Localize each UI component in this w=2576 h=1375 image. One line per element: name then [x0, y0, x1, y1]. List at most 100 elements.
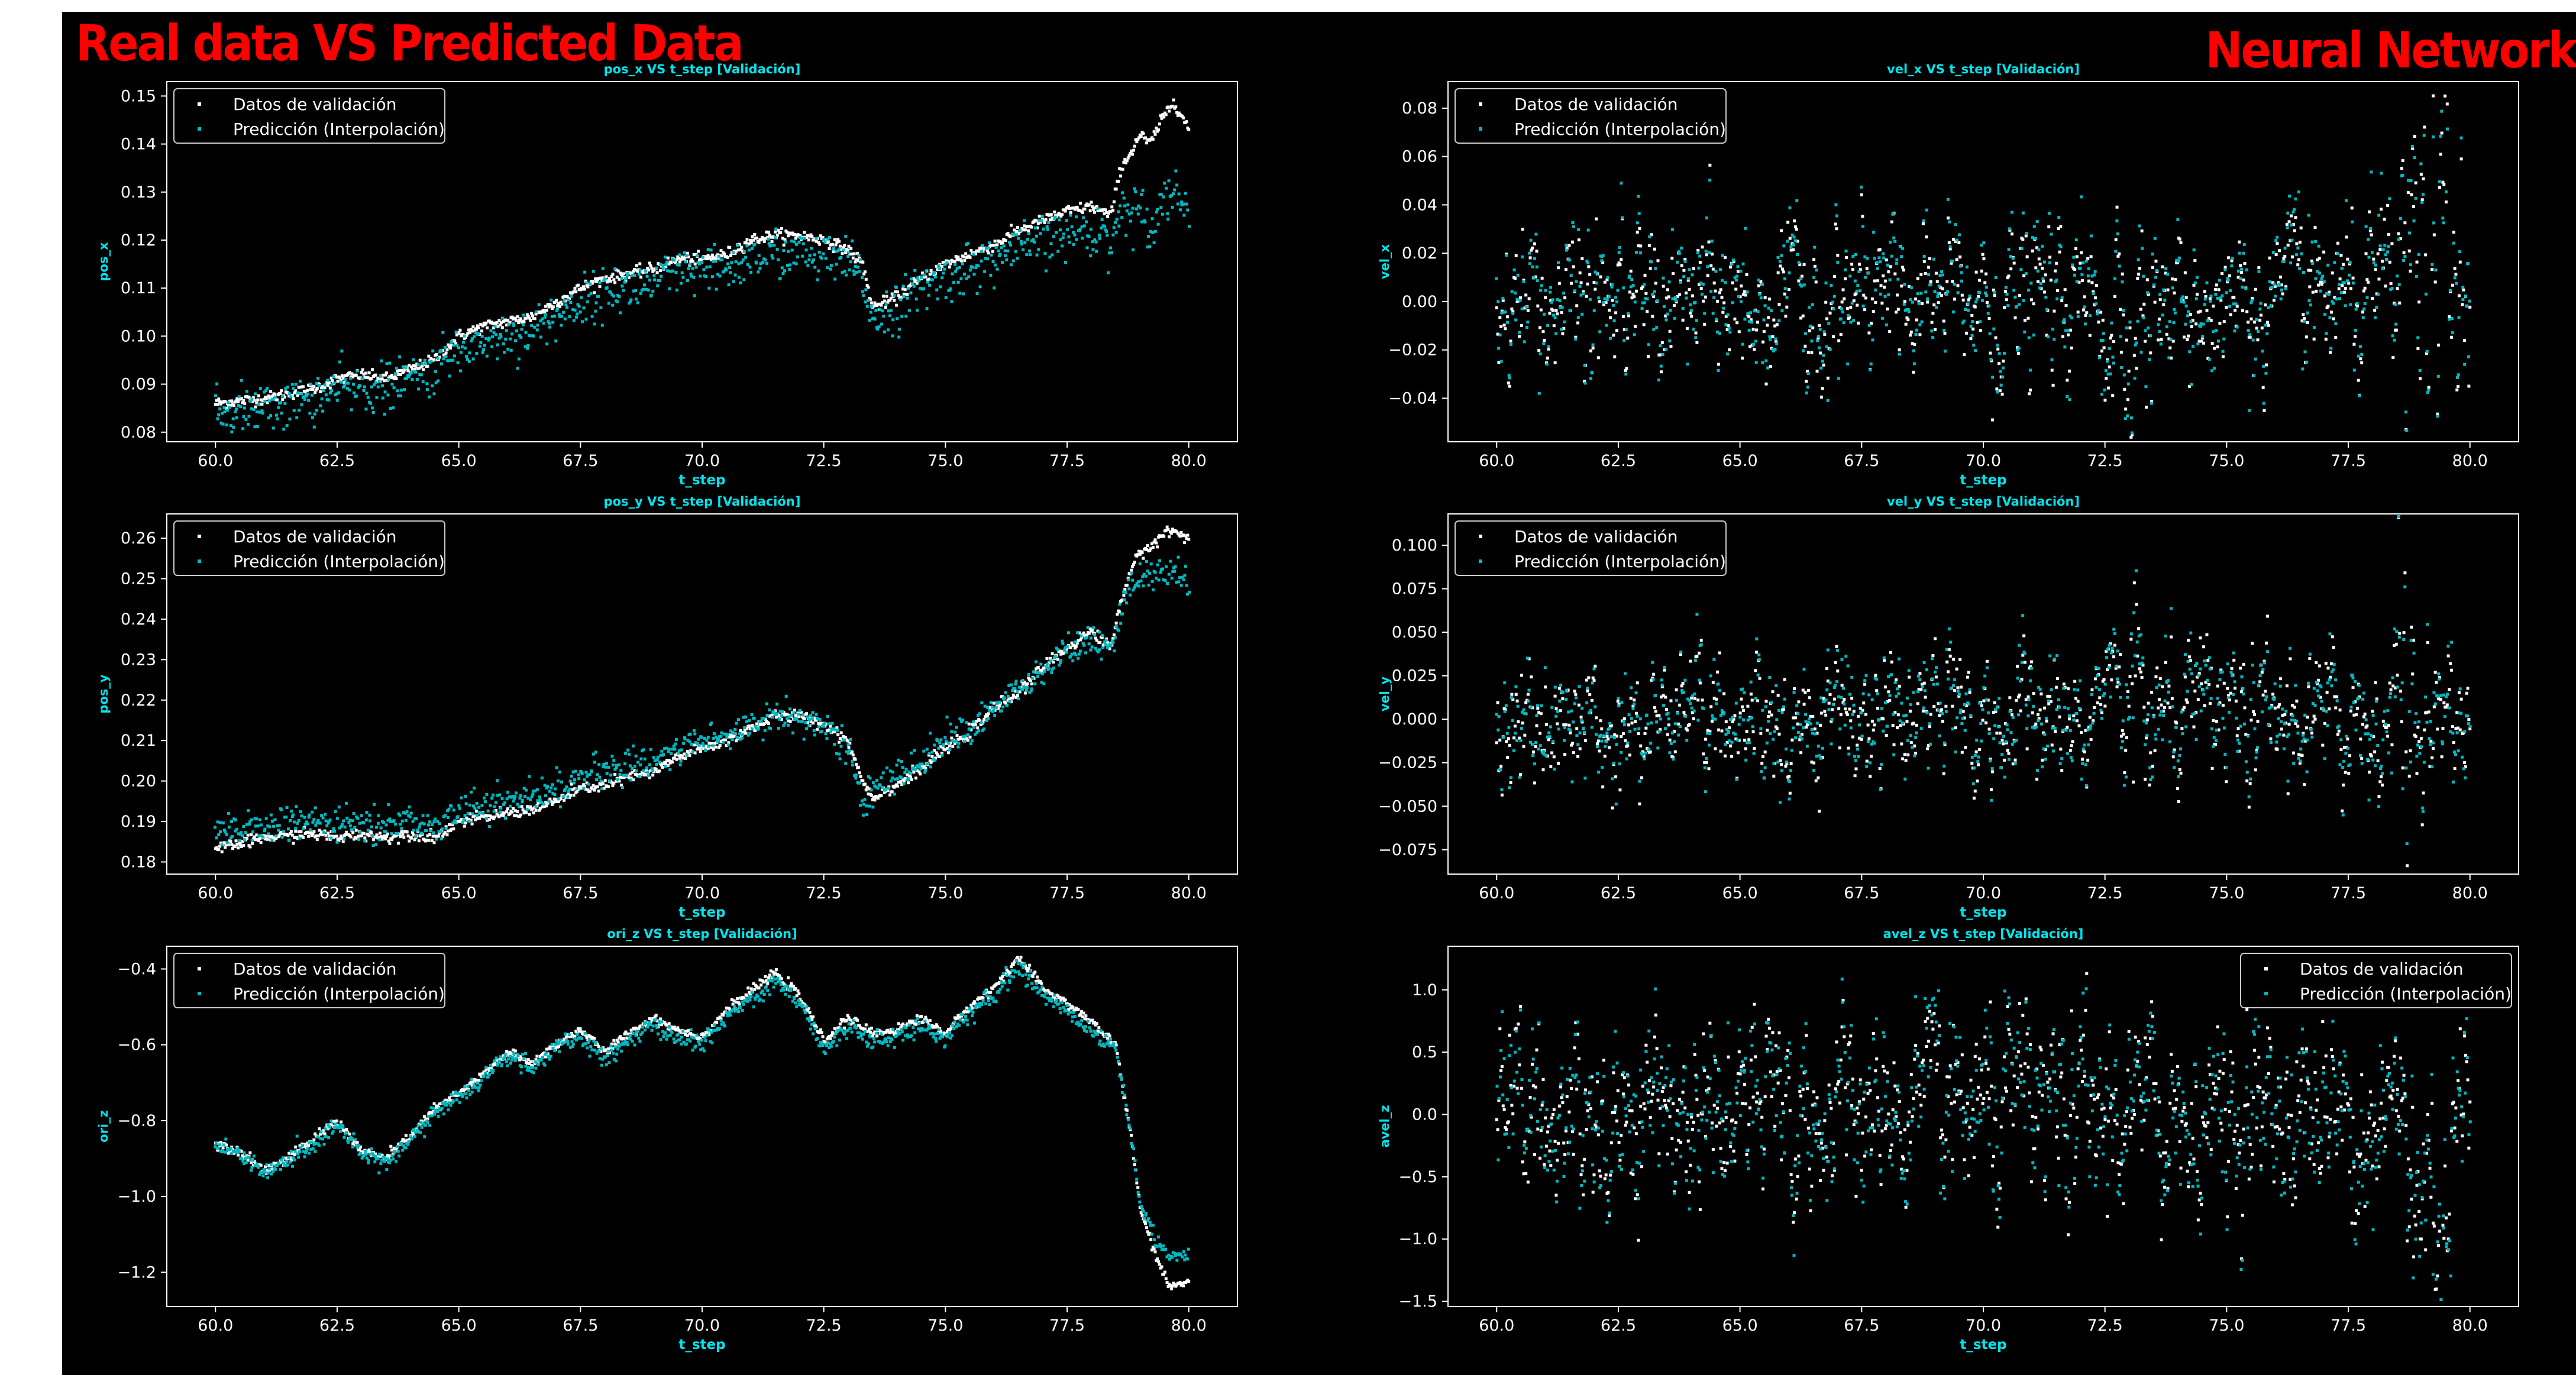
data-point [2422, 134, 2426, 137]
data-point [1626, 312, 1630, 315]
data-point [2099, 310, 2103, 314]
data-point [2162, 288, 2165, 292]
data-point [609, 279, 612, 283]
data-point [444, 355, 448, 358]
data-point [250, 839, 254, 842]
data-point [1670, 256, 1674, 260]
data-point [1612, 334, 1615, 337]
data-point [1962, 319, 1966, 323]
data-point [1016, 257, 1019, 260]
data-point [901, 778, 905, 781]
data-point [627, 276, 631, 279]
data-point [2289, 261, 2293, 265]
data-point [2357, 354, 2360, 358]
data-point [220, 850, 224, 853]
data-point [1881, 316, 1885, 320]
data-point [2194, 297, 2198, 300]
data-point [1015, 233, 1019, 237]
data-point [1901, 247, 1905, 250]
data-point [1651, 315, 1654, 318]
data-point [2154, 259, 2158, 263]
data-point [692, 743, 696, 747]
data-point [254, 405, 257, 409]
data-point [985, 714, 989, 718]
data-point [634, 297, 638, 301]
data-point [318, 384, 321, 387]
data-point [1634, 289, 1638, 293]
data-point [548, 790, 551, 793]
data-points [213, 525, 1191, 853]
data-point [1118, 167, 1121, 170]
data-point [783, 269, 787, 273]
data-point [774, 227, 778, 231]
data-point [277, 833, 281, 837]
data-point [2215, 329, 2218, 332]
data-point [377, 836, 381, 839]
data-point [1994, 336, 1998, 339]
data-point [519, 794, 522, 797]
data-point [2061, 335, 2065, 338]
data-point [328, 818, 332, 822]
data-point [787, 250, 790, 253]
data-point [1650, 233, 1653, 237]
data-point [414, 835, 418, 839]
data-point [2355, 302, 2359, 305]
data-point [2325, 332, 2328, 335]
data-point [2035, 246, 2039, 250]
data-point [492, 793, 495, 797]
data-point [862, 293, 865, 297]
data-point [2329, 310, 2333, 314]
data-point [761, 237, 765, 241]
data-point [1985, 300, 1989, 304]
y-tick-label: 0.11 [121, 279, 156, 297]
data-point [303, 816, 306, 819]
data-point [2105, 377, 2108, 380]
data-point [1844, 268, 1847, 271]
data-point [2173, 311, 2177, 315]
data-point [1956, 284, 1960, 287]
data-point [1552, 313, 1556, 317]
data-point [864, 788, 868, 792]
data-point [250, 407, 253, 410]
data-point [2388, 260, 2391, 264]
data-point [977, 250, 981, 253]
data-point [2434, 268, 2438, 272]
data-point [828, 236, 831, 240]
data-point [652, 756, 655, 759]
data-point [531, 314, 535, 318]
data-point [245, 837, 248, 840]
data-point [386, 832, 389, 836]
data-point [881, 309, 884, 313]
data-point [1860, 193, 1863, 196]
data-point [2295, 253, 2299, 257]
data-point [1502, 323, 1506, 327]
data-point [2066, 395, 2069, 399]
data-point [2268, 280, 2271, 283]
data-point [1093, 211, 1096, 214]
data-point [766, 237, 770, 241]
data-point [1678, 250, 1681, 254]
data-point [985, 249, 989, 253]
data-point [982, 718, 986, 722]
data-point [1853, 279, 1857, 283]
data-point [422, 368, 425, 371]
data-point [531, 807, 535, 811]
data-point [1964, 308, 1967, 311]
data-point [712, 260, 715, 263]
data-point [270, 839, 274, 842]
data-point [1912, 362, 1916, 365]
data-point [413, 367, 416, 371]
data-point [910, 778, 913, 781]
data-point [218, 821, 222, 824]
data-point [397, 394, 400, 397]
data-point [229, 839, 232, 843]
data-point [1989, 357, 1993, 361]
data-point [935, 751, 938, 755]
data-point [272, 839, 276, 842]
data-point [954, 255, 958, 258]
data-point [1121, 598, 1124, 601]
data-point [226, 408, 230, 412]
data-point [480, 329, 484, 333]
data-point [221, 821, 225, 824]
data-point [833, 238, 836, 241]
